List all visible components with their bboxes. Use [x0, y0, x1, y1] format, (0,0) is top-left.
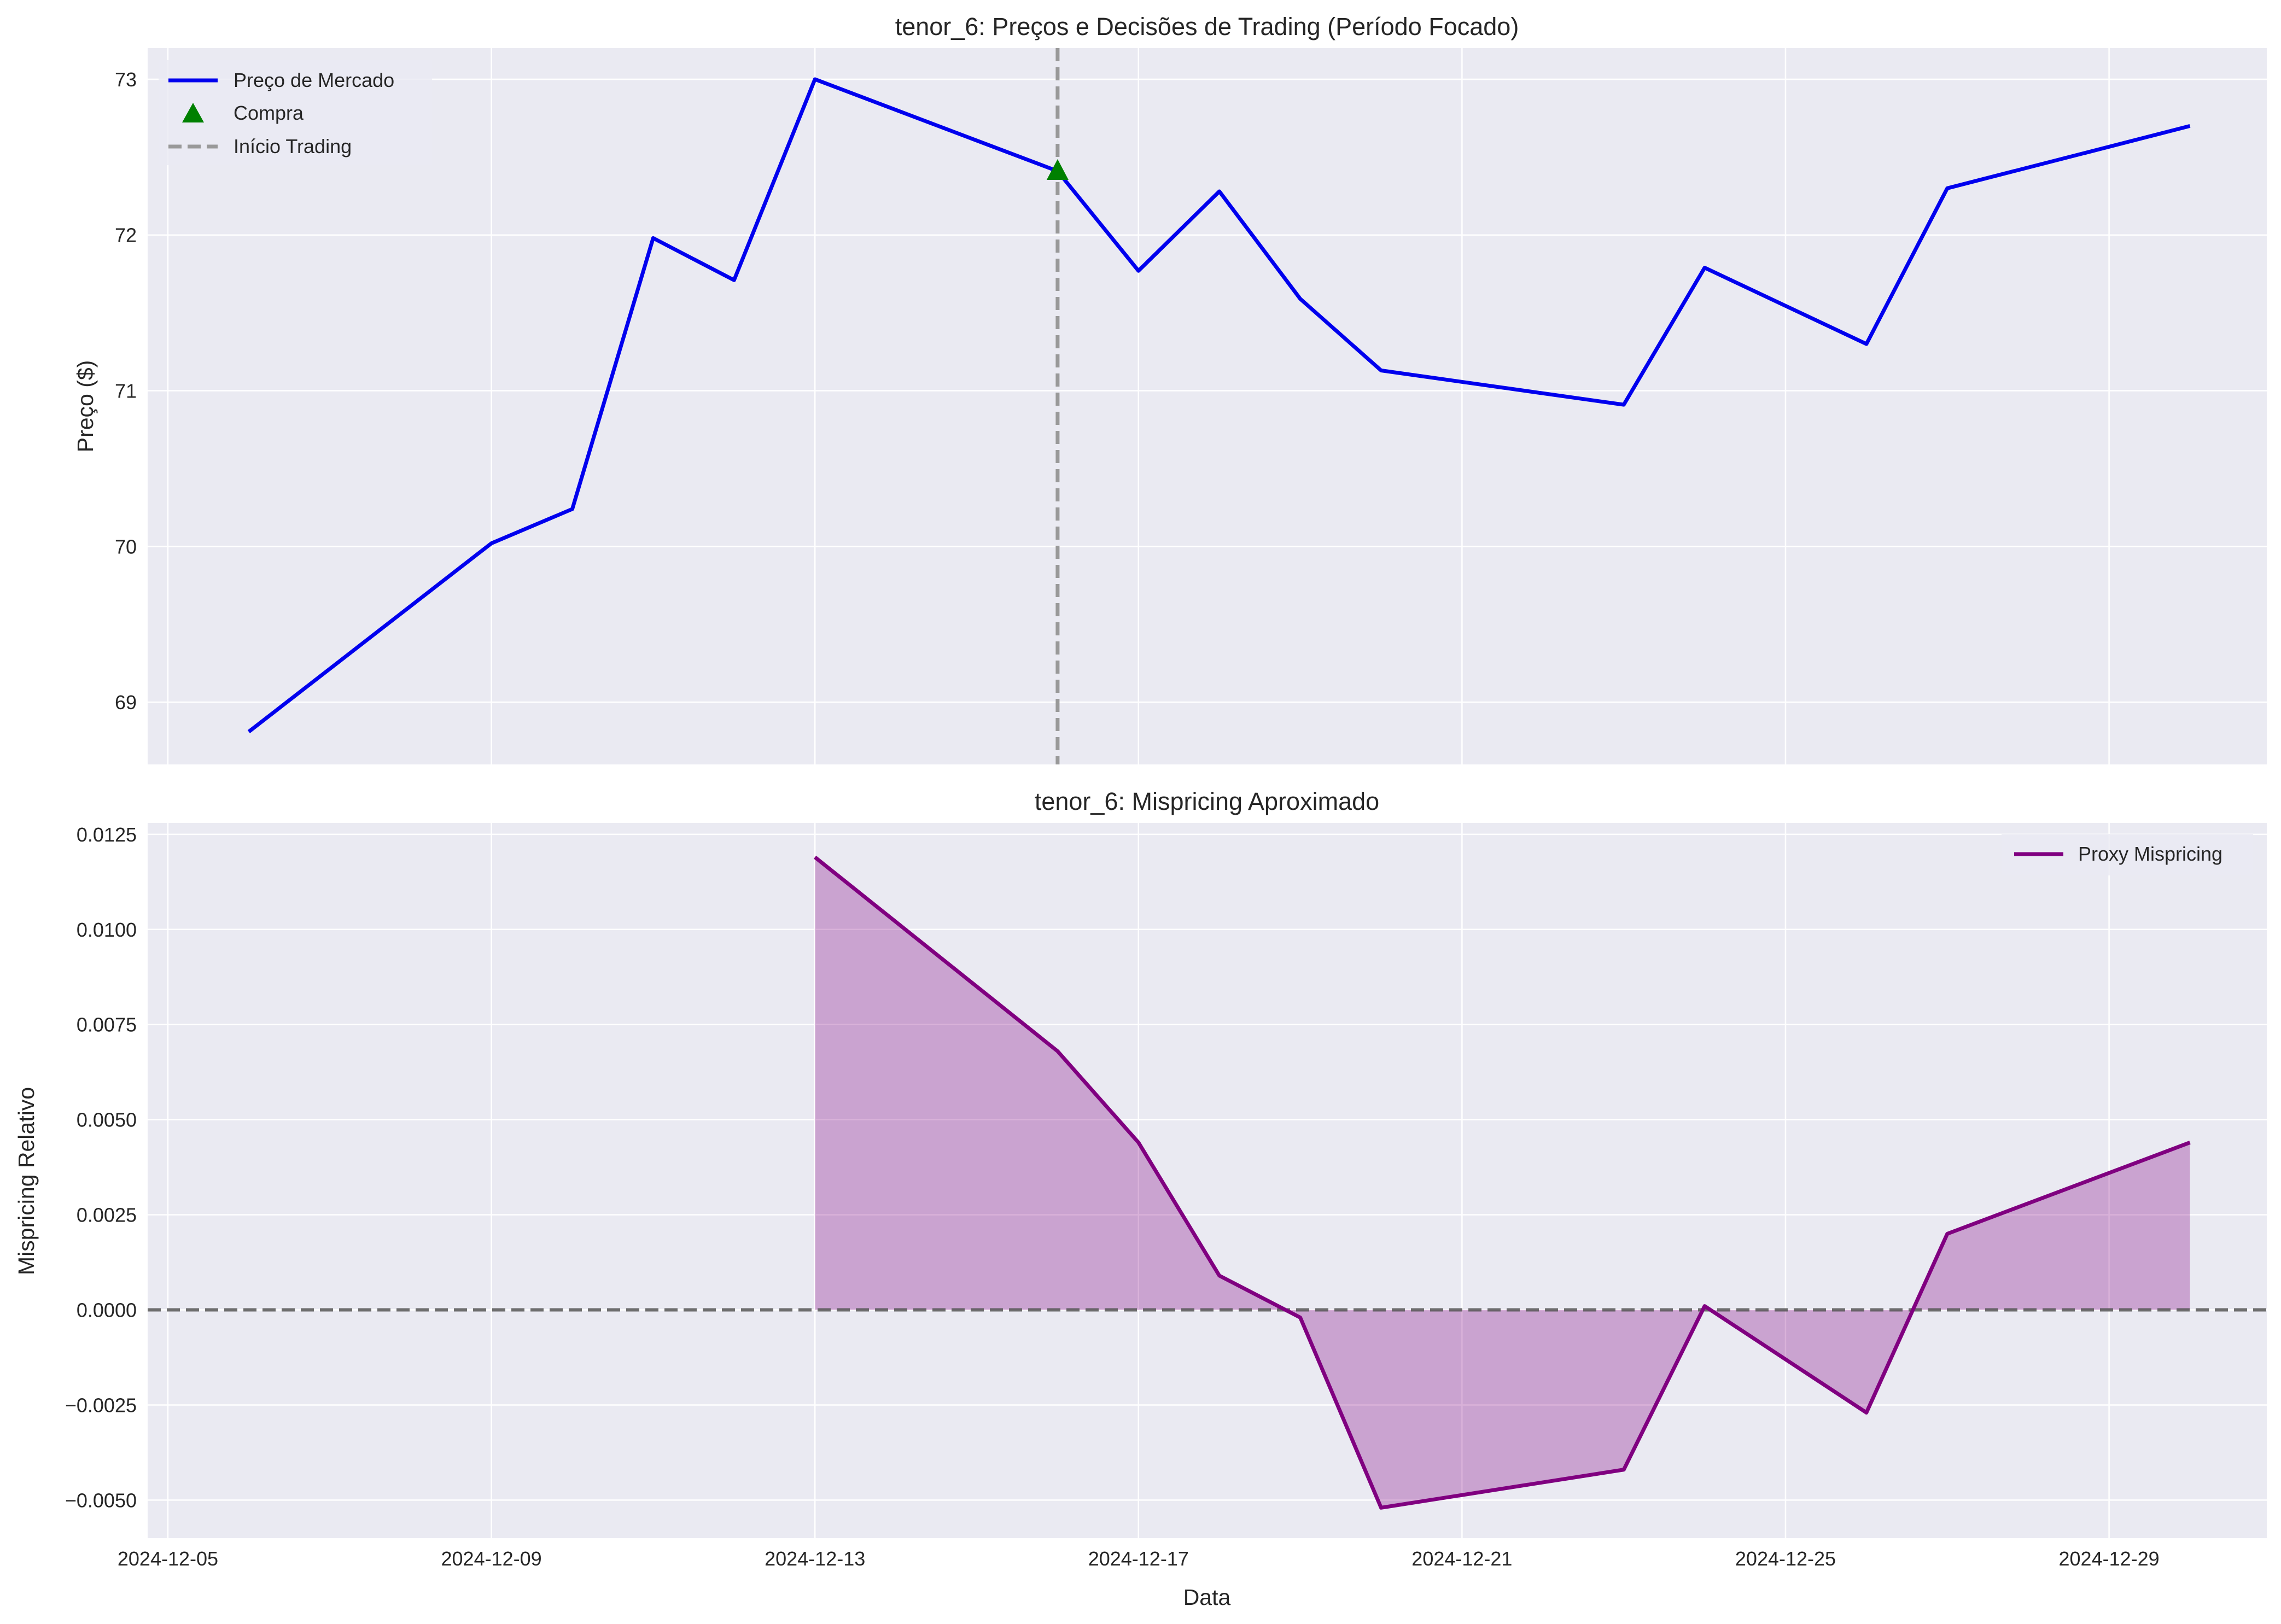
price-y-tick-label: 72	[115, 224, 137, 247]
mispricing-fill	[815, 857, 2190, 1508]
mispricing-y-axis-label: Mispricing Relativo	[14, 1087, 39, 1275]
legend-triangle-buy-icon	[182, 103, 204, 122]
mispricing-x-ticks: 2024-12-05 2024-12-09 2024-12-13 2024-12-17…	[118, 1547, 2160, 1570]
price-gridlines	[148, 48, 2267, 764]
buy-markers	[1046, 159, 1069, 180]
mispricing-subplot: −0.0050 −0.0025 0.0000 0.0025 0.0050 0.0075 0.…	[14, 787, 2267, 1610]
price-legend: Preço de Mercado Compra Início Trading	[159, 60, 432, 165]
x-tick-label: 2024-12-05	[118, 1547, 218, 1570]
x-tick-label: 2024-12-25	[1735, 1547, 1836, 1570]
x-tick-label: 2024-12-13	[765, 1547, 865, 1570]
mispricing-y-tick-label: 0.0100	[77, 919, 137, 941]
x-tick-label: 2024-12-17	[1088, 1547, 1189, 1570]
mispricing-y-tick-label: 0.0075	[77, 1014, 137, 1036]
mispricing-y-tick-label: −0.0025	[65, 1394, 137, 1416]
mispricing-y-tick-label: 0.0025	[77, 1204, 137, 1226]
price-y-tick-label: 73	[115, 68, 137, 91]
buy-marker-triangle	[1046, 159, 1069, 180]
mispricing-legend: Proxy Mispricing	[2002, 834, 2253, 875]
legend-label-market-price: Preço de Mercado	[234, 69, 394, 91]
legend-label-proxy-mispricing: Proxy Mispricing	[2078, 843, 2222, 865]
price-subplot: 69 70 71 72 73 tenor_6: Preços e Decisões de…	[73, 13, 2267, 764]
legend-label-buy: Compra	[234, 102, 304, 124]
price-plot-area	[148, 48, 2267, 764]
price-y-axis-label: Preço ($)	[73, 360, 98, 453]
mispricing-plot-area	[148, 823, 2267, 1538]
mispricing-y-tick-label: 0.0050	[77, 1109, 137, 1131]
price-y-tick-label: 69	[115, 691, 137, 714]
price-y-ticks: 69 70 71 72 73	[115, 68, 137, 714]
mispricing-chart-title: tenor_6: Mispricing Aproximado	[1035, 787, 1379, 815]
mispricing-y-tick-label: −0.0050	[65, 1489, 137, 1511]
mispricing-series	[813, 855, 2191, 1510]
x-tick-label: 2024-12-21	[1411, 1547, 1512, 1570]
mispricing-area	[815, 857, 2190, 1508]
mispricing-y-tick-label: 0.0000	[77, 1299, 137, 1322]
price-y-tick-label: 70	[115, 535, 137, 558]
mispricing-y-tick-label: 0.0125	[77, 823, 137, 846]
price-legend-box	[159, 60, 432, 165]
x-axis-label: Data	[1183, 1585, 1231, 1610]
legend-label-trading-start: Início Trading	[234, 135, 352, 157]
x-tick-label: 2024-12-29	[2059, 1547, 2160, 1570]
market-price-line	[247, 77, 2191, 733]
price-chart-title: tenor_6: Preços e Decisões de Trading (P…	[895, 13, 1519, 40]
price-y-tick-label: 71	[115, 380, 137, 402]
x-tick-label: 2024-12-09	[441, 1547, 542, 1570]
mispricing-y-ticks: −0.0050 −0.0025 0.0000 0.0025 0.0050 0.0075 0.…	[65, 823, 137, 1512]
